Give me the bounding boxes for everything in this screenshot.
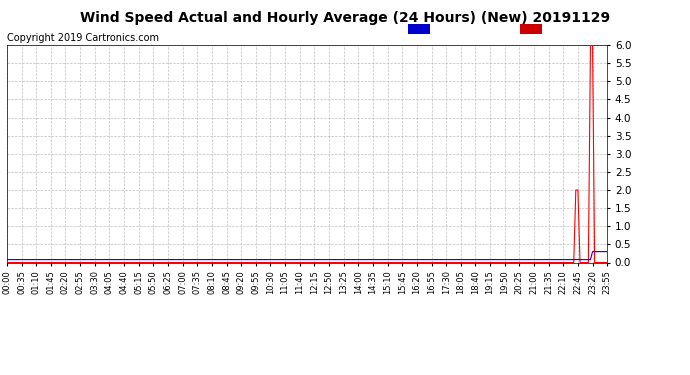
Legend: Hourly Avg (mph), Wind (mph): Hourly Avg (mph), Wind (mph) (407, 23, 602, 35)
Text: Wind Speed Actual and Hourly Average (24 Hours) (New) 20191129: Wind Speed Actual and Hourly Average (24… (80, 11, 610, 25)
Text: Copyright 2019 Cartronics.com: Copyright 2019 Cartronics.com (7, 33, 159, 43)
